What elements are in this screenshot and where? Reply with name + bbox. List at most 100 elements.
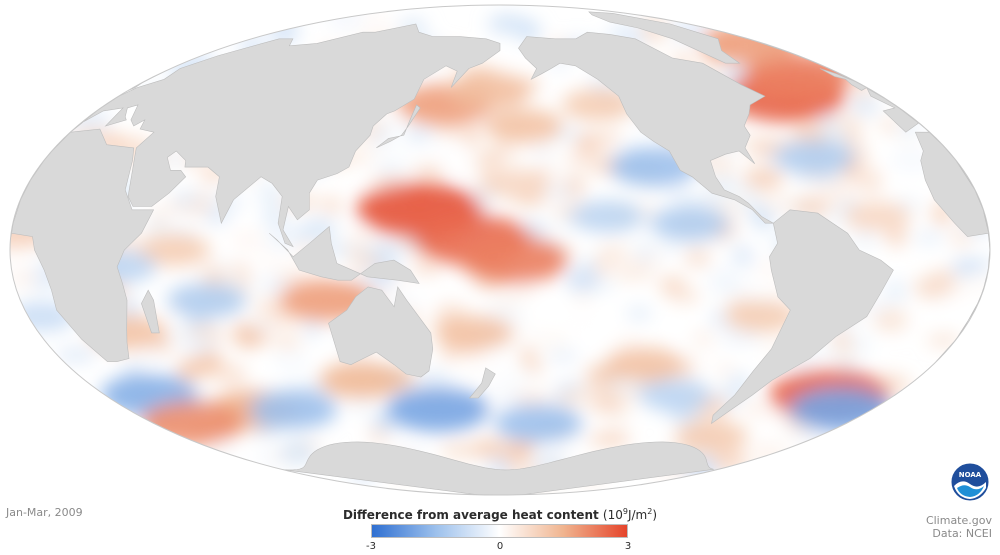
anomaly-speckle — [671, 184, 691, 206]
anomaly-speckle — [597, 132, 621, 144]
anomaly-speckle — [279, 439, 316, 465]
anomaly-speckle — [181, 338, 217, 353]
anomaly-feature — [843, 201, 912, 232]
anomaly-feature — [459, 236, 568, 284]
land-madagascar — [141, 289, 160, 334]
anomaly-speckle — [844, 132, 862, 147]
anomaly-speckle — [831, 333, 852, 346]
anomaly-speckle — [605, 432, 625, 444]
anomaly-feature — [494, 404, 583, 443]
noaa-logo-icon: NOAA — [950, 462, 990, 502]
legend-color-bar — [371, 524, 628, 538]
anomaly-feature — [775, 140, 855, 175]
anomaly-speckle — [913, 275, 958, 299]
anomaly-speckle — [578, 257, 597, 273]
anomaly-feature — [604, 347, 684, 383]
anomaly-speckle — [835, 343, 856, 364]
anomaly-feature — [448, 72, 531, 109]
anomaly-speckle — [196, 350, 224, 373]
land-greenland — [588, 11, 741, 64]
anomaly-speckle — [878, 308, 909, 333]
legend-unit-exp1: 9 — [622, 507, 628, 516]
anomaly-speckle — [556, 394, 580, 405]
anomaly-speckle — [626, 307, 652, 320]
anomaly-speckle — [566, 268, 599, 292]
map-svg — [9, 4, 991, 496]
anomaly-speckle — [257, 277, 291, 294]
anomaly-speckle — [459, 128, 482, 144]
anomaly-speckle — [272, 351, 309, 371]
anomaly-speckle — [717, 363, 734, 377]
credit-data-source: Data: NCEI — [932, 527, 992, 540]
anomaly-feature — [571, 200, 645, 233]
legend-tick-mid: 0 — [496, 541, 504, 552]
legend-title-text: Difference from average heat content — [342, 508, 599, 522]
anomaly-speckle — [887, 279, 905, 304]
anomaly-speckle — [612, 265, 656, 281]
land-south-america — [711, 209, 894, 425]
anomaly-speckle — [662, 240, 680, 253]
anomaly-speckle — [931, 269, 956, 281]
anomaly-speckle — [484, 344, 513, 369]
land-antarctica — [283, 441, 714, 495]
anomaly-feature — [674, 420, 749, 453]
legend-unit-suffix: ) — [652, 508, 658, 522]
anomaly-speckle — [849, 232, 880, 247]
anomaly-feature — [249, 390, 338, 429]
anomaly-speckle — [886, 227, 907, 247]
anomaly-speckle — [926, 335, 961, 346]
anomaly-speckle — [496, 369, 538, 389]
anomaly-speckle — [533, 144, 551, 160]
anomaly-speckle — [762, 410, 786, 421]
date-period-label: Jan-Mar, 2009 — [6, 506, 83, 519]
land-north-america — [518, 31, 775, 224]
land-new-zealand — [468, 367, 496, 399]
anomaly-feature — [479, 168, 547, 199]
anomaly-speckle — [566, 151, 606, 173]
anomaly-speckle — [834, 114, 864, 133]
anomaly-feature — [434, 315, 515, 351]
anomaly-feature — [483, 108, 564, 144]
anomaly-feature — [319, 361, 405, 399]
anomaly-speckle — [693, 333, 712, 345]
anomaly-speckle — [472, 438, 511, 459]
anomaly-speckle — [370, 243, 401, 260]
anomaly-speckle — [364, 13, 386, 24]
anomaly-speckle — [255, 451, 282, 465]
anomaly-speckle — [850, 97, 880, 115]
anomaly-speckle — [132, 347, 168, 371]
legend-tick-max: 3 — [624, 541, 632, 552]
anomaly-speckle — [272, 334, 301, 350]
land-eurasia-east — [70, 23, 501, 248]
anomaly-speckle — [246, 320, 277, 332]
anomaly-feature — [561, 88, 636, 121]
anomaly-speckle — [55, 348, 97, 362]
legend-unit: (109J/m2) — [602, 507, 658, 522]
legend-unit-prefix: (10 — [602, 508, 623, 522]
globe-outline — [9, 4, 991, 496]
anomaly-feature — [638, 379, 713, 412]
anomaly-speckle — [232, 231, 265, 249]
anomaly-speckle — [684, 247, 711, 268]
logo-text: NOAA — [959, 471, 982, 479]
anomaly-speckle — [708, 269, 740, 293]
anomaly-speckle — [259, 184, 282, 203]
anomaly-speckle — [686, 193, 730, 208]
anomaly-speckle — [668, 288, 701, 304]
land-layer — [10, 11, 990, 495]
anomaly-speckle — [751, 443, 788, 465]
anomaly-speckle — [711, 310, 729, 328]
anomaly-speckle — [615, 381, 634, 394]
anomaly-speckle — [565, 309, 600, 336]
anomaly-speckle — [858, 168, 882, 194]
anomaly-speckle — [514, 391, 550, 406]
anomaly-speckle — [418, 370, 449, 388]
anomaly-speckle — [10, 265, 39, 292]
anomaly-speckle — [819, 179, 857, 204]
legend-unit-exp2: 2 — [647, 507, 653, 516]
anomaly-speckle — [436, 125, 460, 137]
anomaly-speckle — [880, 117, 898, 133]
legend-title: Difference from average heat content (10… — [300, 507, 700, 522]
anomaly-speckle — [586, 378, 618, 402]
anomaly-feature — [167, 282, 247, 318]
